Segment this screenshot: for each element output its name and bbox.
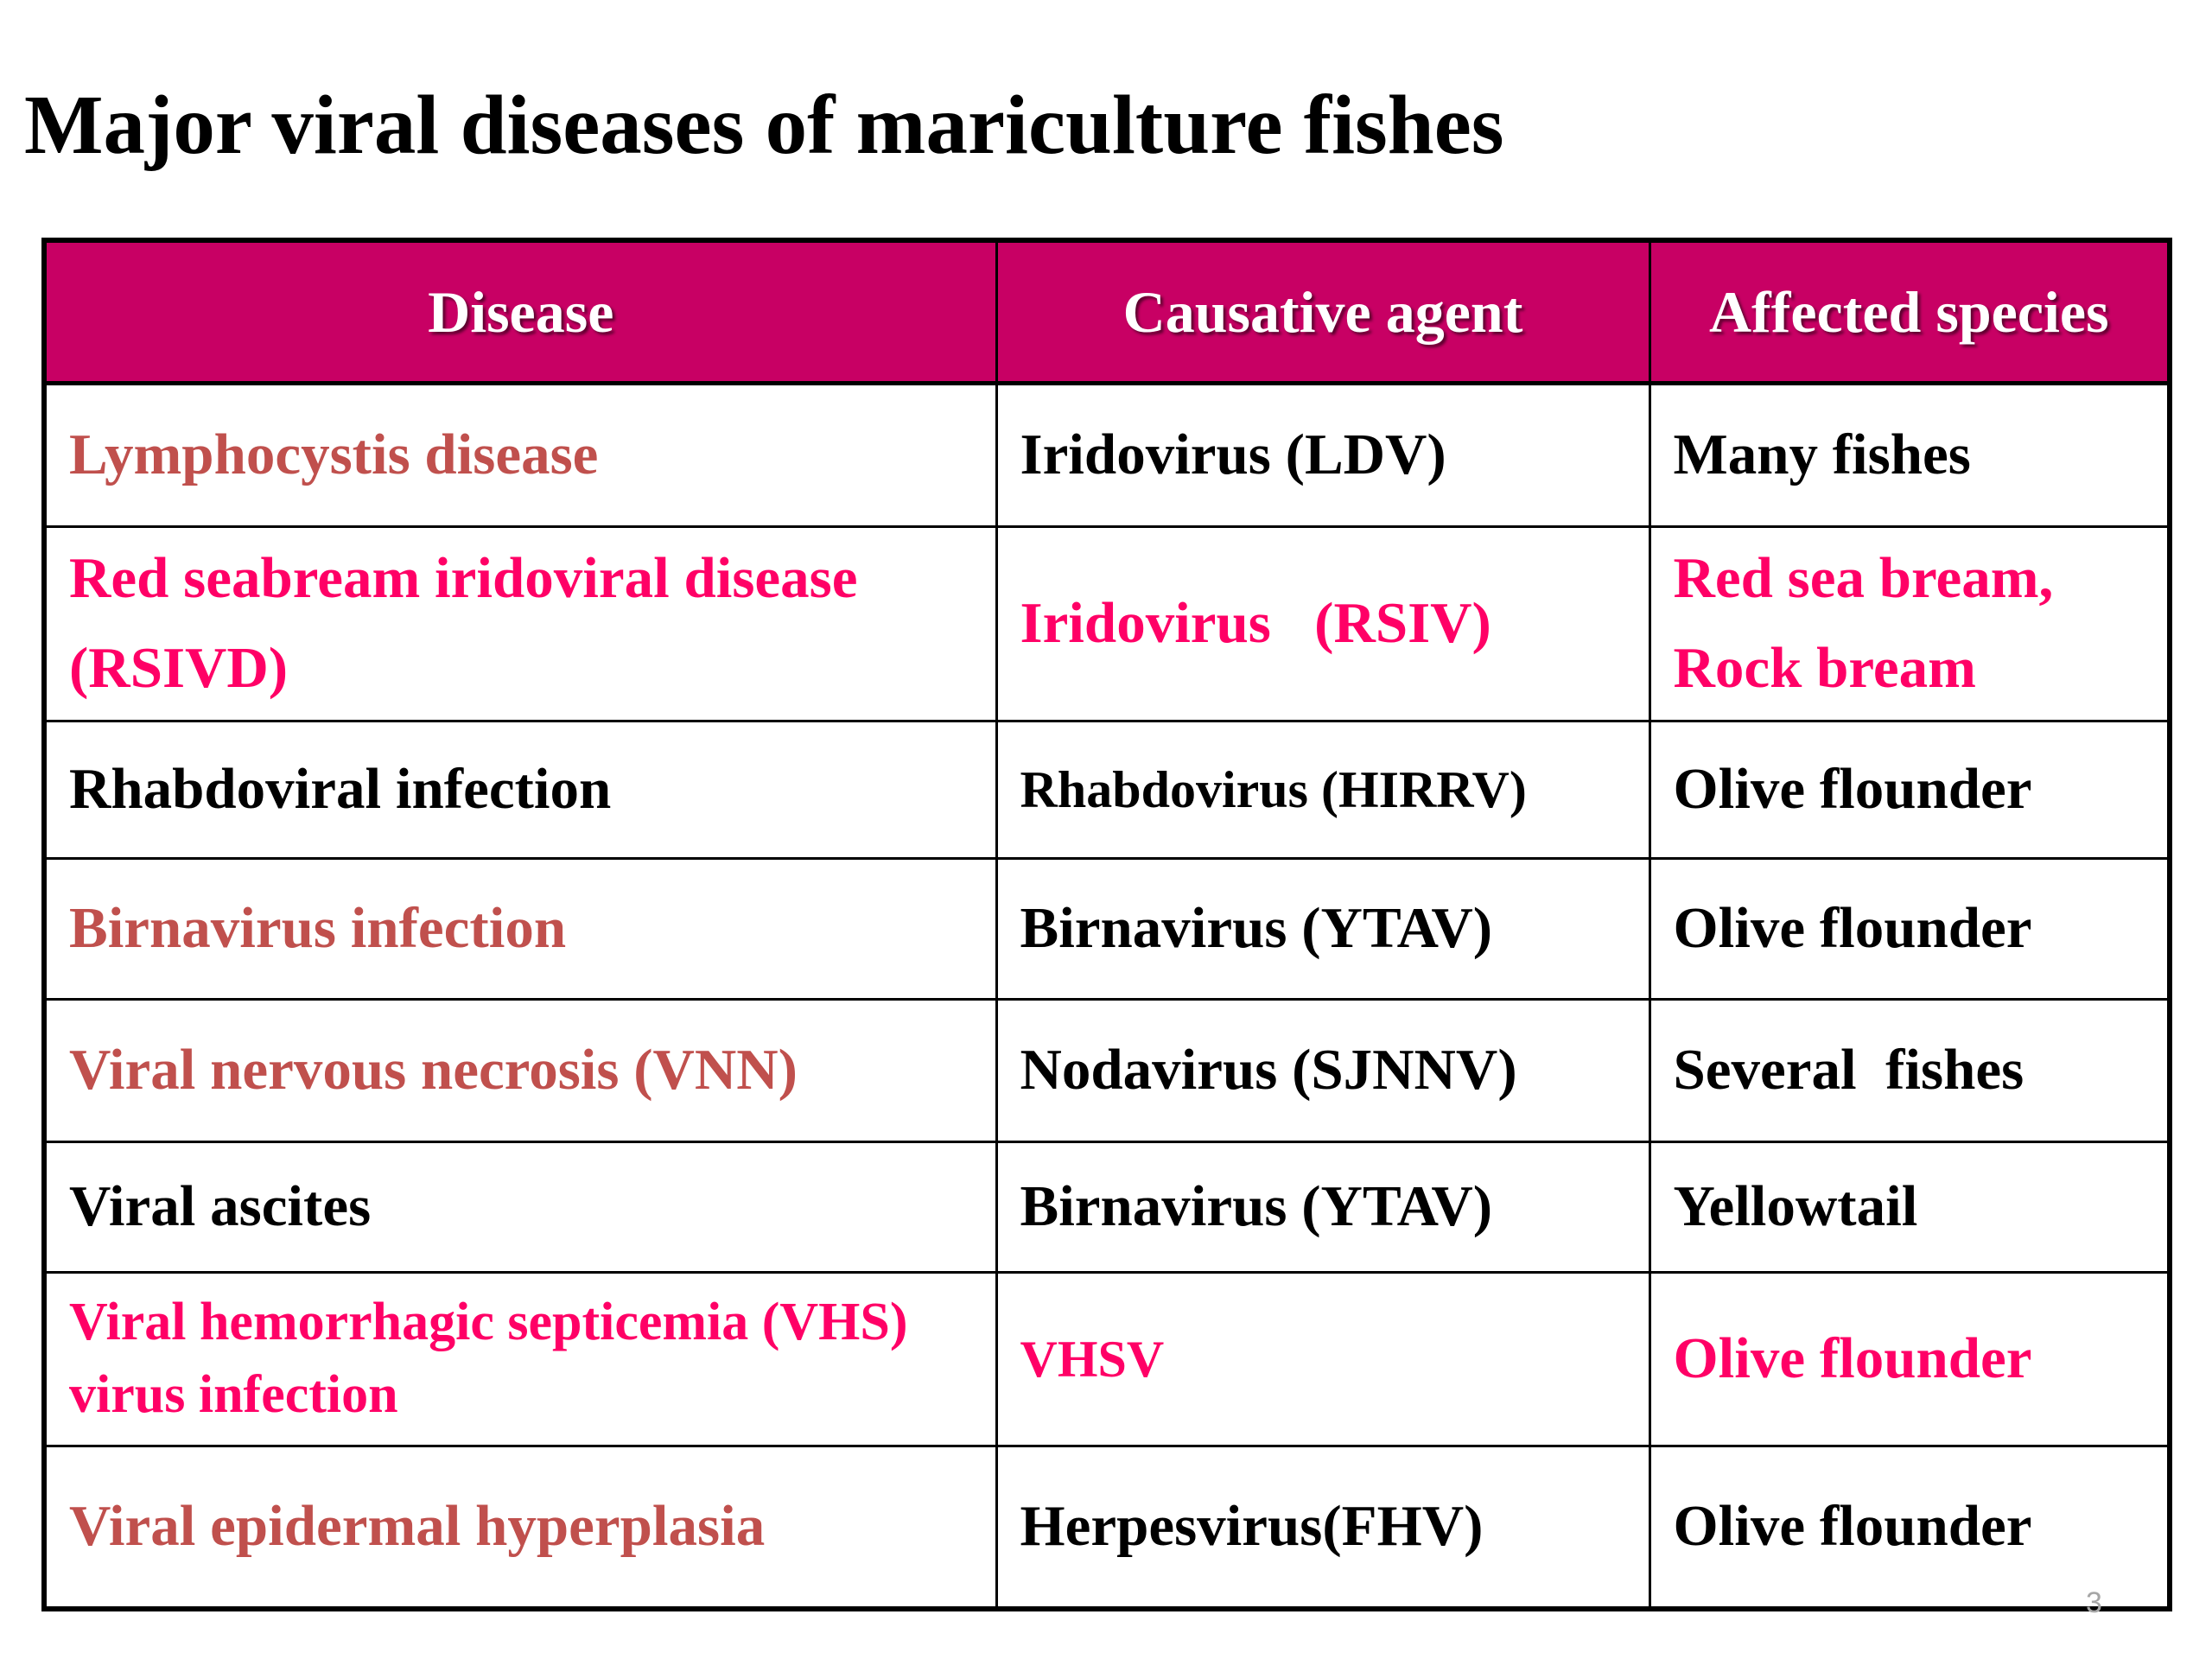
- agent-cell: Nodavirus (SJNNV): [995, 998, 1651, 1143]
- species-cell: Olive flounder: [1648, 1271, 2171, 1447]
- agent-cell: Birnavirus (YTAV): [995, 1141, 1651, 1274]
- disease-line: Red seabream iridoviral disease: [69, 546, 858, 611]
- header-affected-species: Affected species: [1648, 240, 2171, 385]
- table-row: Viral hemorrhagic septicemia (VHS) virus…: [42, 1271, 2171, 1447]
- header-disease: Disease: [42, 240, 998, 385]
- disease-cell: Viral nervous necrosis (VNN): [42, 998, 998, 1143]
- species-cell: Yellowtail: [1648, 1141, 2171, 1274]
- table-row: Red seabream iridoviral disease (RSIVD) …: [42, 525, 2171, 722]
- header-causative-agent: Causative agent: [995, 240, 1651, 385]
- table-row: Viral nervous necrosis (VNN) Nodavirus (…: [42, 998, 2171, 1143]
- agent-cell: Birnavirus (YTAV): [995, 857, 1651, 1001]
- disease-cell: Viral ascites: [42, 1141, 998, 1274]
- agent-cell: Rhabdovirus (HIRRV): [995, 720, 1651, 860]
- disease-cell: Rhabdoviral infection: [42, 720, 998, 860]
- species-line: Rock bream: [1673, 636, 1976, 700]
- species-cell: Red sea bream, Rock bream: [1648, 525, 2171, 722]
- disease-cell: Viral hemorrhagic septicemia (VHS) virus…: [42, 1271, 998, 1447]
- species-cell: Olive flounder: [1648, 720, 2171, 860]
- species-cell: Many fishes: [1648, 382, 2171, 528]
- table-row: Rhabdoviral infection Rhabdovirus (HIRRV…: [42, 720, 2171, 860]
- disease-line: (RSIVD): [69, 636, 289, 700]
- disease-cell: Lymphocystis disease: [42, 382, 998, 528]
- table-row: Viral ascites Birnavirus (YTAV) Yellowta…: [42, 1141, 2171, 1274]
- table-row: Birnavirus infection Birnavirus (YTAV) O…: [42, 857, 2171, 1001]
- species-cell: Olive flounder: [1648, 857, 2171, 1001]
- disease-table: Disease Causative agent Affected species…: [41, 238, 2172, 1611]
- disease-cell: Birnavirus infection: [42, 857, 998, 1001]
- species-line: Red sea bream,: [1673, 546, 2054, 611]
- agent-cell: Iridovirus (RSIV): [995, 525, 1651, 722]
- agent-cell: Iridovirus (LDV): [995, 382, 1651, 528]
- species-cell: Several fishes: [1648, 998, 2171, 1143]
- table-row: Viral epidermal hyperplasia Herpesvirus(…: [42, 1445, 2171, 1611]
- disease-cell: Red seabream iridoviral disease (RSIVD): [42, 525, 998, 722]
- page-number: 3: [2086, 1586, 2102, 1619]
- species-cell: Olive flounder: [1648, 1445, 2171, 1611]
- disease-line: Viral hemorrhagic septicemia (VHS): [69, 1293, 908, 1352]
- table-row: Lymphocystis disease Iridovirus (LDV) Ma…: [42, 382, 2171, 528]
- agent-cell: Herpesvirus(FHV): [995, 1445, 1651, 1611]
- slide-title: Major viral diseases of mariculture fish…: [24, 79, 1504, 171]
- disease-table-container: Disease Causative agent Affected species…: [41, 238, 2172, 1611]
- disease-cell: Viral epidermal hyperplasia: [42, 1445, 998, 1611]
- table-header-row: Disease Causative agent Affected species: [42, 240, 2171, 385]
- agent-cell: VHSV: [995, 1271, 1651, 1447]
- disease-line: virus infection: [69, 1365, 398, 1424]
